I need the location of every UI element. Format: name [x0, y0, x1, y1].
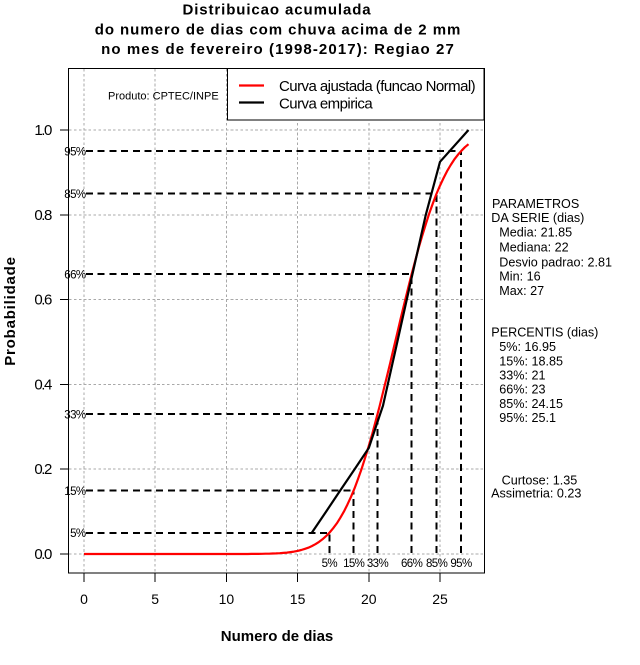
svg-text:0.6: 0.6	[34, 292, 52, 309]
svg-text:20: 20	[361, 591, 377, 607]
svg-text:DA SERIE (dias): DA SERIE (dias)	[491, 211, 584, 225]
svg-text:5%: 16.95: 5%: 16.95	[499, 340, 556, 354]
svg-text:33%: 21: 33%: 21	[499, 369, 545, 383]
svg-text:66%: 66%	[401, 558, 423, 570]
svg-text:PARAMETROS: PARAMETROS	[492, 197, 579, 211]
svg-text:5%: 5%	[322, 558, 338, 570]
svg-text:95%: 95%	[64, 147, 86, 159]
svg-text:85%: 85%	[64, 189, 86, 201]
svg-text:15: 15	[290, 591, 306, 607]
svg-text:15%: 18.85: 15%: 18.85	[499, 354, 563, 368]
svg-text:Produto: CPTEC/INPE: Produto: CPTEC/INPE	[108, 90, 219, 102]
svg-text:10: 10	[219, 591, 235, 607]
svg-text:Curva ajustada (funcao Normal): Curva ajustada (funcao Normal)	[279, 78, 476, 95]
svg-text:PERCENTIS (dias): PERCENTIS (dias)	[491, 325, 598, 339]
svg-text:15%: 15%	[64, 486, 86, 498]
svg-text:0.8: 0.8	[34, 207, 52, 224]
svg-text:do numero de dias com chuva ac: do numero de dias com chuva acima de 2 m…	[95, 22, 462, 39]
svg-text:Mediana: 22: Mediana: 22	[499, 241, 568, 255]
svg-text:Distribuicao acumulada: Distribuicao acumulada	[182, 2, 371, 19]
svg-text:0.2: 0.2	[34, 461, 52, 478]
svg-text:33%: 33%	[367, 558, 389, 570]
svg-text:Numero de dias: Numero de dias	[221, 628, 334, 645]
svg-text:85%: 24.15: 85%: 24.15	[499, 397, 563, 411]
svg-text:Curva empirica: Curva empirica	[279, 96, 373, 113]
svg-text:66%: 66%	[64, 270, 86, 282]
svg-text:Desvio padrao: 2.81: Desvio padrao: 2.81	[499, 255, 612, 269]
svg-text:15%: 15%	[343, 558, 365, 570]
svg-text:0: 0	[80, 591, 88, 607]
svg-text:Curtose: 1.35: Curtose: 1.35	[502, 474, 578, 488]
svg-text:Max: 27: Max: 27	[499, 284, 544, 298]
svg-text:95%: 95%	[450, 558, 472, 570]
svg-text:Assimetria: 0.23: Assimetria: 0.23	[491, 487, 581, 501]
svg-text:33%: 33%	[64, 410, 86, 422]
svg-text:Min: 16: Min: 16	[499, 270, 540, 284]
svg-text:5: 5	[151, 591, 159, 607]
svg-text:5%: 5%	[70, 528, 86, 540]
svg-text:Media: 21.85: Media: 21.85	[499, 226, 572, 240]
svg-text:Probabilidade: Probabilidade	[2, 256, 19, 366]
svg-text:0.0: 0.0	[34, 546, 52, 563]
svg-text:66%: 23: 66%: 23	[499, 382, 545, 396]
svg-text:85%: 85%	[426, 558, 448, 570]
svg-text:no mes de fevereiro (1998-2017: no mes de fevereiro (1998-2017): Regiao …	[101, 41, 455, 58]
svg-text:25: 25	[432, 591, 448, 607]
svg-text:95%: 25.1: 95%: 25.1	[499, 411, 556, 425]
svg-text:0.4: 0.4	[34, 376, 52, 393]
svg-text:1.0: 1.0	[34, 122, 52, 139]
